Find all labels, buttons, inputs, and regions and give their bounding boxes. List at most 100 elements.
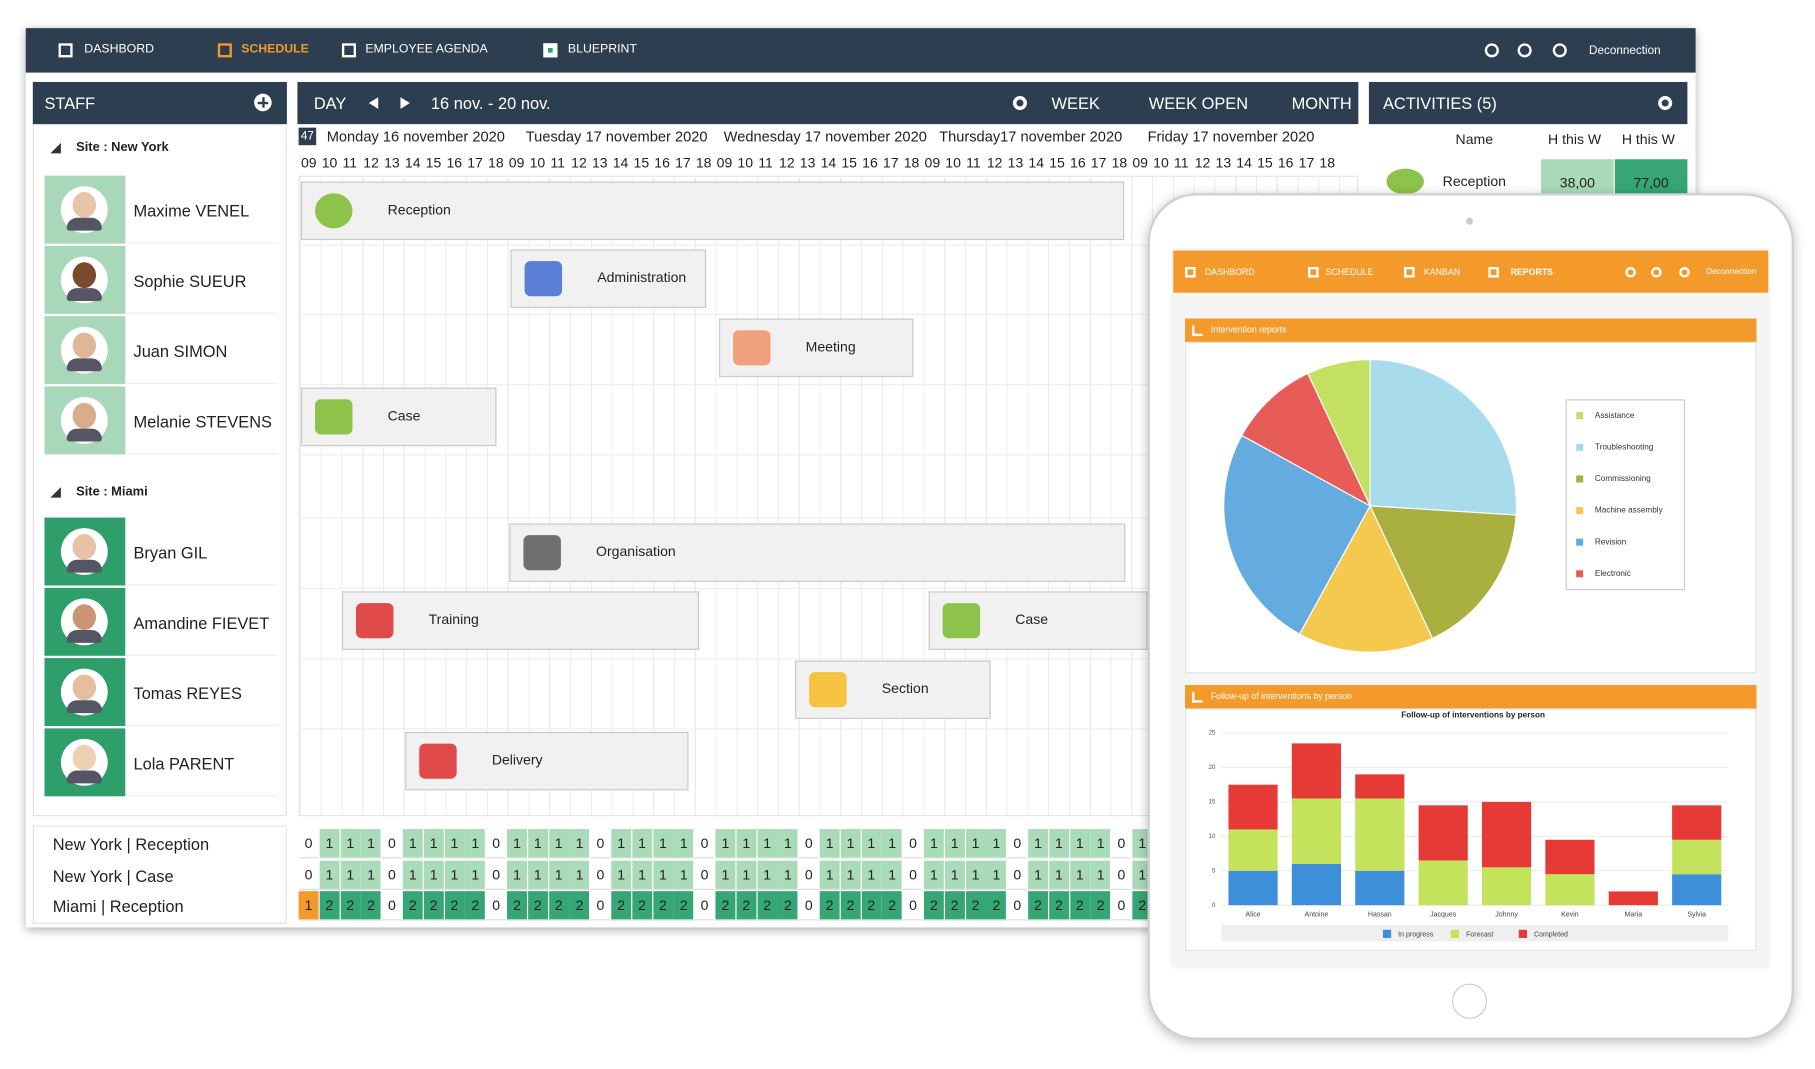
home-button[interactable]: [1452, 983, 1488, 1019]
coverage-cell: 1: [632, 860, 653, 890]
y-tick-label: 20: [1208, 764, 1216, 771]
nav-action-icon[interactable]: [1484, 43, 1499, 58]
coverage-cell: 2: [1132, 891, 1153, 921]
coverage-cell: 1: [819, 829, 840, 859]
coverage-cell: 1: [652, 829, 673, 859]
legend-swatch: [1450, 929, 1460, 938]
legend-swatch: [1576, 443, 1584, 451]
coverage-cell: 1: [402, 860, 423, 890]
coverage-cell: 1: [444, 860, 465, 890]
hour-label: 18: [903, 154, 920, 172]
date-range: 16 nov. - 20 nov.: [430, 93, 551, 113]
hour-label: 09: [300, 154, 317, 172]
view-option[interactable]: WEEK: [1051, 93, 1100, 113]
prev-button[interactable]: [368, 97, 379, 109]
task-block[interactable]: [300, 181, 1125, 241]
task-icon: [733, 330, 771, 366]
nav-icon: [341, 43, 356, 58]
hour-label: 11: [342, 154, 358, 172]
collapse-icon[interactable]: [50, 142, 61, 154]
activities-header: [1368, 81, 1688, 125]
coverage-cell: 1: [736, 860, 757, 890]
avatar-face: [72, 674, 97, 701]
coverage-cell: 1: [569, 860, 590, 890]
bar-segment: [1291, 798, 1342, 864]
collapse-icon[interactable]: [50, 487, 61, 498]
coverage-cell: 0: [1111, 829, 1132, 859]
logout[interactable]: Deconnection: [1589, 43, 1661, 57]
hour-label: 10: [321, 154, 338, 172]
coverage-cell: 1: [319, 829, 340, 859]
nav-action-icon[interactable]: [1517, 43, 1532, 58]
tablet-nav: [1173, 250, 1769, 293]
row-line: [298, 244, 1359, 246]
nav-action-icon[interactable]: [1552, 43, 1567, 58]
hour-label: 11: [758, 154, 773, 172]
nav-item[interactable]: DASHBORD: [84, 42, 155, 57]
coverage-cell: 1: [840, 860, 861, 890]
view-option[interactable]: MONTH: [1291, 93, 1352, 113]
day-label: Friday 17 november 2020: [1147, 128, 1315, 146]
nav-item[interactable]: SCHEDULE: [241, 42, 309, 57]
nav-item[interactable]: EMPLOYEE AGENDA: [365, 42, 488, 57]
coverage-cell: 1: [673, 860, 694, 890]
coverage-cell: 2: [1090, 891, 1111, 921]
view-option[interactable]: WEEK OPEN: [1148, 93, 1249, 113]
y-tick-label: 0: [1212, 902, 1216, 909]
tablet-nav-item[interactable]: DASHBORD: [1204, 267, 1255, 278]
staff-row: [44, 588, 278, 656]
tablet-action-icon[interactable]: [1625, 266, 1636, 278]
coverage-cell: 0: [694, 829, 715, 859]
nav-item[interactable]: BLUEPRINT: [567, 42, 637, 57]
bar-segment: [1291, 743, 1342, 799]
task-label: Delivery: [491, 752, 543, 769]
tablet-nav-item[interactable]: SCHEDULE: [1325, 267, 1374, 278]
tablet-nav-item[interactable]: REPORTS: [1510, 267, 1554, 278]
coverage-cell: 1: [444, 829, 465, 859]
hour-label: 14: [1236, 154, 1252, 172]
coverage-cell: 1: [527, 860, 548, 890]
task-block[interactable]: [341, 591, 700, 650]
day-label: Wednesday 17 november 2020: [723, 128, 927, 146]
next-button[interactable]: [400, 97, 410, 109]
pie-legend-box: [1565, 399, 1686, 591]
coverage-cell: 1: [548, 860, 569, 890]
tablet-action-icon[interactable]: [1679, 266, 1690, 278]
x-tick-label: Antoine: [1305, 911, 1329, 918]
view-button[interactable]: DAY: [313, 93, 347, 113]
task-block[interactable]: [509, 523, 1126, 582]
row-line: [298, 517, 1359, 519]
staff-title: STAFF: [44, 93, 96, 113]
staff-row: [44, 386, 278, 455]
tablet-nav-item[interactable]: KANBAN: [1423, 267, 1461, 278]
settings-button[interactable]: [1012, 96, 1027, 111]
tablet-logout[interactable]: Deconnection: [1706, 268, 1757, 277]
coverage-cell: 0: [381, 829, 402, 859]
activities-settings[interactable]: [1658, 96, 1673, 111]
coverage-cell: 1: [1132, 829, 1153, 859]
activities-title: ACTIVITIES (5): [1382, 93, 1497, 113]
coverage-cell: 0: [903, 829, 923, 859]
coverage-cell: 1: [715, 829, 736, 859]
hour-label: 15: [633, 154, 650, 172]
coverage-cell: 0: [903, 891, 923, 921]
coverage-cell: 1: [361, 829, 382, 859]
staff-row: [44, 658, 278, 727]
coverage-cell: 2: [444, 891, 465, 921]
coverage-cell: 1: [757, 829, 778, 859]
coverage-cell: 1: [986, 860, 1007, 890]
x-tick-label: Hassan: [1368, 911, 1392, 918]
bar-segment: [1545, 839, 1595, 875]
coverage-cell: 1: [340, 829, 361, 859]
pie-slice: [1241, 372, 1372, 508]
task-icon: [809, 672, 847, 708]
tablet-camera: [1466, 217, 1474, 225]
coverage-cell: 2: [465, 891, 486, 921]
tablet-action-icon[interactable]: [1651, 266, 1662, 278]
coverage-cell: 0: [590, 860, 611, 890]
task-icon: [942, 603, 981, 639]
legend-swatch: [1518, 929, 1527, 938]
